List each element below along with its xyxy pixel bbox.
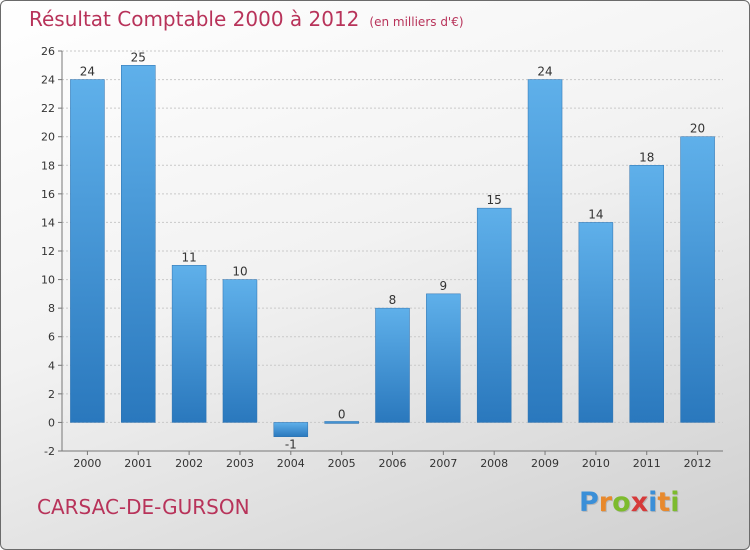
logo-letter: r	[598, 487, 613, 518]
y-tick-label: 24	[41, 74, 55, 87]
y-tick-label: 4	[48, 359, 55, 372]
y-tick-label: 18	[41, 159, 55, 172]
bar	[324, 421, 359, 424]
data-label: 10	[232, 265, 247, 279]
x-tick-label: 2012	[684, 457, 712, 470]
x-tick-label: 2009	[531, 457, 559, 470]
bar	[476, 207, 512, 423]
x-tick-label: 2004	[277, 457, 305, 470]
data-label: 24	[537, 65, 552, 79]
bar	[222, 279, 258, 423]
data-label: 18	[639, 150, 654, 164]
bar	[680, 136, 715, 423]
bar	[375, 307, 410, 423]
x-tick-label: 2002	[175, 457, 203, 470]
y-tick-label: 6	[48, 331, 55, 344]
title-text: Résultat Comptable 2000 à 2012	[29, 7, 360, 31]
bar	[171, 265, 207, 423]
place-name: CARSAC-DE-GURSON	[37, 495, 250, 519]
x-tick-label: 2003	[226, 457, 254, 470]
chart-title: Résultat Comptable 2000 à 2012 (en millie…	[29, 7, 464, 31]
x-tick-label: 2000	[73, 457, 101, 470]
y-tick-label: 8	[48, 302, 55, 315]
data-label: 14	[588, 207, 603, 221]
data-label: -1	[285, 438, 297, 452]
data-label: 24	[80, 65, 95, 79]
x-tick-label: 2010	[582, 457, 610, 470]
x-tick-label: 2008	[480, 457, 508, 470]
bar	[273, 422, 309, 437]
data-label: 8	[389, 293, 397, 307]
logo-letter: i	[670, 487, 680, 518]
x-tick-label: 2011	[633, 457, 661, 470]
x-tick-label: 2006	[379, 457, 407, 470]
logo-letter: i	[648, 487, 658, 518]
y-tick-label: 26	[41, 45, 55, 58]
data-label: 0	[338, 407, 346, 421]
logo-letter: o	[612, 487, 631, 518]
y-tick-label: 14	[41, 216, 55, 229]
x-tick-label: 2007	[429, 457, 457, 470]
bar	[527, 79, 563, 423]
bar	[121, 65, 156, 423]
logo-letter: P	[579, 487, 599, 518]
bar	[426, 293, 461, 423]
y-tick-label: 22	[41, 102, 55, 115]
x-tick-label: 2005	[328, 457, 356, 470]
data-label: 15	[487, 193, 502, 207]
data-label: 20	[690, 122, 705, 136]
data-label: 9	[440, 279, 448, 293]
unit-label: (en milliers d'€)	[369, 15, 464, 29]
logo-letter: x	[630, 487, 649, 518]
data-label: 25	[131, 50, 146, 64]
data-label: 11	[181, 250, 196, 264]
y-tick-label: 0	[48, 416, 55, 429]
bar	[629, 165, 664, 423]
logo-letter: t	[657, 487, 671, 518]
y-tick-label: 20	[41, 131, 55, 144]
y-tick-label: -2	[44, 445, 55, 458]
bar	[578, 222, 614, 423]
y-tick-label: 12	[41, 245, 55, 258]
y-tick-label: 16	[41, 188, 55, 201]
proxiti-logo: Proxiti	[579, 487, 680, 518]
y-tick-label: 10	[41, 274, 55, 287]
bar	[70, 79, 105, 423]
y-tick-label: 2	[48, 388, 55, 401]
x-tick-label: 2001	[124, 457, 152, 470]
